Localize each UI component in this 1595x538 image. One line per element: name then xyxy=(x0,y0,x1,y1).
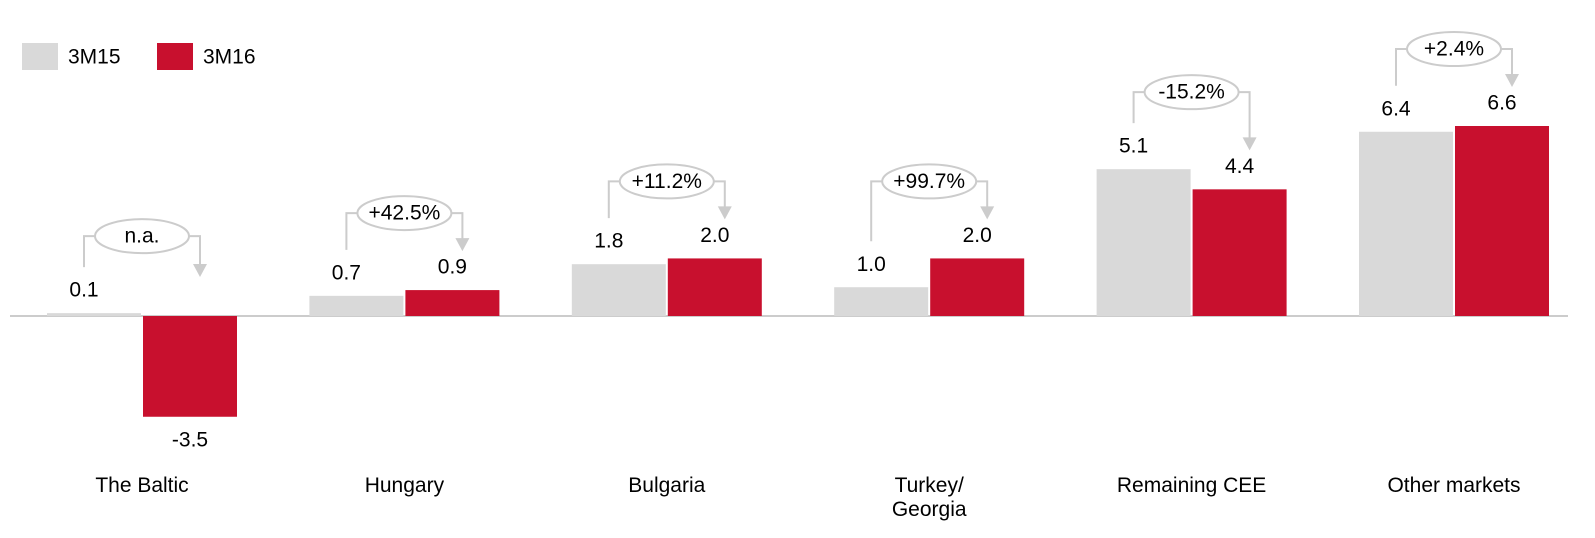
bar xyxy=(571,264,666,316)
value-label: 2.0 xyxy=(700,224,729,247)
x-tick-label: The Baltic xyxy=(95,474,189,497)
change-label: -15.2% xyxy=(1158,81,1225,104)
change-bubble xyxy=(1406,31,1502,67)
bar xyxy=(1096,169,1191,316)
change-arrow xyxy=(1501,48,1513,78)
change-bracket xyxy=(1395,48,1407,86)
change-arrow xyxy=(451,212,464,243)
value-label: -3.5 xyxy=(172,428,208,451)
bar xyxy=(930,258,1025,316)
x-tick-label: Turkey/ Georgia xyxy=(891,474,967,521)
arrow-head xyxy=(980,206,995,220)
legend-swatch xyxy=(157,43,193,70)
change-label: +42.5% xyxy=(368,202,440,225)
x-tick-label: Bulgaria xyxy=(628,474,706,497)
x-tick-label: Hungary xyxy=(364,474,445,497)
legend-swatch xyxy=(22,43,58,70)
x-tick-label: Remaining CEE xyxy=(1116,474,1267,497)
value-label: 0.7 xyxy=(332,261,361,284)
value-label: 4.4 xyxy=(1225,155,1255,178)
bar xyxy=(1359,131,1453,316)
change-bubble xyxy=(356,195,453,232)
arrow-head xyxy=(717,206,732,220)
bar xyxy=(143,316,237,417)
change-label: +99.7% xyxy=(893,170,965,193)
change-bubble xyxy=(94,218,190,255)
bar xyxy=(47,313,141,316)
change-bracket xyxy=(83,235,95,268)
value-label: 0.1 xyxy=(69,279,98,302)
bar xyxy=(1455,126,1549,316)
change-arrow xyxy=(1238,91,1251,142)
change-bracket xyxy=(345,212,358,250)
change-arrow xyxy=(189,235,201,268)
x-tick-label: Other markets xyxy=(1387,474,1521,497)
bar xyxy=(309,295,404,316)
change-bracket xyxy=(607,180,620,219)
legend-label: 3M16 xyxy=(203,46,256,69)
value-label: 1.0 xyxy=(857,253,886,276)
value-label: 2.0 xyxy=(963,224,992,247)
bar xyxy=(834,287,929,316)
change-bracket xyxy=(1132,91,1145,124)
legend-label: 3M15 xyxy=(68,46,121,69)
value-label: 6.4 xyxy=(1381,97,1411,120)
change-bubble xyxy=(881,163,978,200)
value-label: 6.6 xyxy=(1487,92,1516,115)
bar xyxy=(1192,189,1287,316)
arrow-head xyxy=(1505,74,1519,87)
arrow-head xyxy=(193,264,207,277)
value-label: 1.8 xyxy=(594,230,623,253)
change-bubble xyxy=(1143,74,1240,111)
change-arrow xyxy=(713,180,726,211)
value-label: 0.9 xyxy=(438,256,467,279)
change-bubble xyxy=(618,163,715,200)
arrow-head xyxy=(1242,137,1257,151)
bar xyxy=(667,258,762,316)
change-label: n.a. xyxy=(124,225,159,248)
change-arrow xyxy=(976,180,989,211)
bar xyxy=(405,290,500,316)
value-label: 5.1 xyxy=(1119,135,1148,158)
change-label: +11.2% xyxy=(632,170,702,193)
change-label: +2.4% xyxy=(1424,38,1484,61)
arrow-head xyxy=(455,238,470,252)
change-bracket xyxy=(870,180,883,242)
